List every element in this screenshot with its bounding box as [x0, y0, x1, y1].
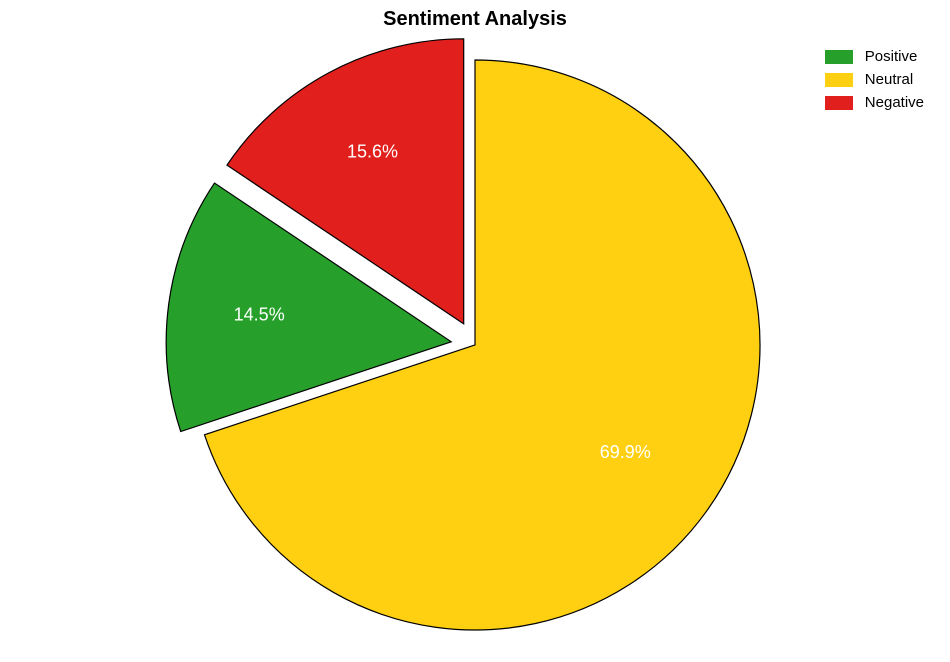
- legend-swatch-negative: [825, 96, 853, 110]
- legend: Positive Neutral Negative: [825, 48, 924, 117]
- pie-label-neutral: 69.9%: [600, 442, 651, 462]
- legend-label-neutral: Neutral: [865, 71, 913, 88]
- legend-swatch-positive: [825, 50, 853, 64]
- legend-item-positive: Positive: [825, 48, 924, 65]
- pie-label-negative: 15.6%: [347, 142, 398, 162]
- chart-container: Sentiment Analysis 69.9%14.5%15.6% Posit…: [0, 0, 950, 662]
- legend-item-negative: Negative: [825, 94, 924, 111]
- legend-label-negative: Negative: [865, 94, 924, 111]
- legend-label-positive: Positive: [865, 48, 918, 65]
- legend-item-neutral: Neutral: [825, 71, 924, 88]
- pie-label-positive: 14.5%: [234, 304, 285, 324]
- legend-swatch-neutral: [825, 73, 853, 87]
- pie-chart: 69.9% 14.5% 15.6%: [0, 0, 950, 662]
